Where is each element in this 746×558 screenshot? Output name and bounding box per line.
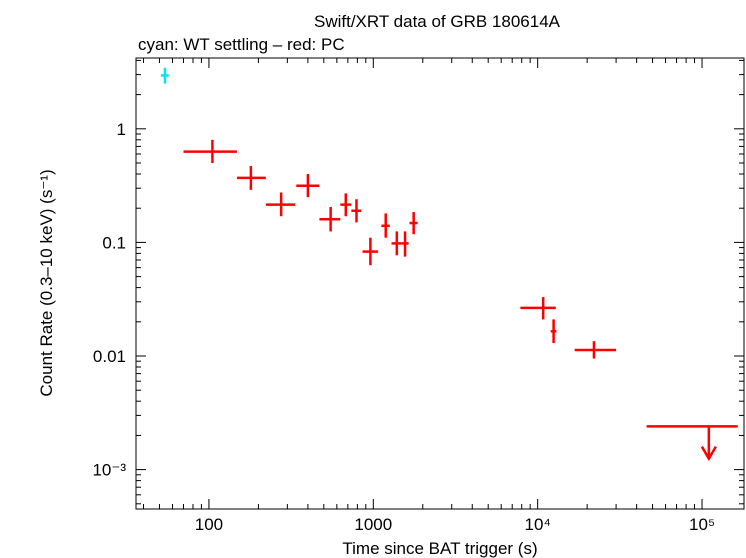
y-tick-label: 0.01 <box>93 347 126 366</box>
upper-limit-arrow-head <box>700 445 717 462</box>
y-tick-label: 10⁻³ <box>92 461 126 480</box>
series-pc <box>183 139 738 462</box>
data-marks <box>160 67 738 462</box>
y-axis-label: Count Rate (0.3–10 keV) (s⁻¹) <box>37 169 56 396</box>
x-axis-label: Time since BAT trigger (s) <box>342 539 537 558</box>
y-tick-label: 1 <box>117 120 126 139</box>
chart-title: Swift/XRT data of GRB 180614A <box>314 12 561 31</box>
x-tick-label: 1000 <box>354 515 392 534</box>
plot-frame <box>135 57 745 510</box>
x-tick-label: 100 <box>195 515 223 534</box>
axis-ticks <box>136 58 744 509</box>
axis-tick-labels: 100 1000 10⁴ 10⁵ 1 0.1 0.01 10⁻³ <box>92 120 715 534</box>
series-wt-settling <box>160 67 169 84</box>
x-tick-label: 10⁵ <box>689 515 715 534</box>
x-tick-label: 10⁴ <box>525 515 551 534</box>
chart-subtitle: cyan: WT settling – red: PC <box>138 35 345 54</box>
y-tick-label: 0.1 <box>102 233 126 252</box>
